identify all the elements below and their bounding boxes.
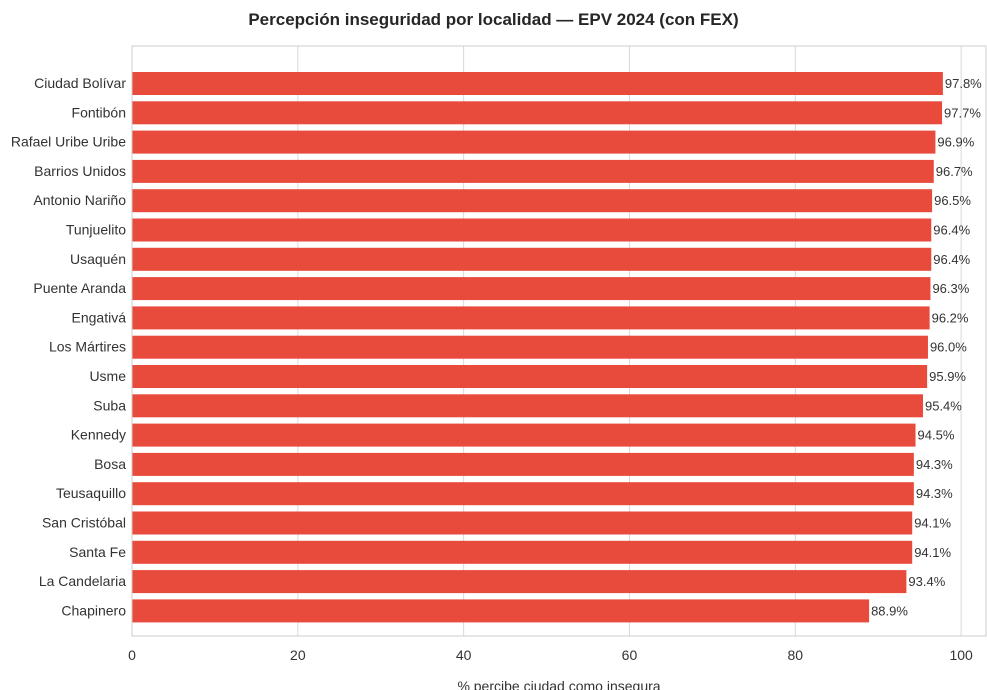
bar xyxy=(132,277,931,301)
x-tick-label: 0 xyxy=(128,647,136,663)
bar-value-label: 97.7% xyxy=(944,105,981,120)
bar-value-label: 96.5% xyxy=(934,193,971,208)
bar-value-label: 95.4% xyxy=(925,398,962,413)
bar-value-label: 97.8% xyxy=(945,76,982,91)
x-tick-labels: 0 20 40 60 80 100 xyxy=(128,647,973,663)
x-tick-label: 20 xyxy=(290,647,306,663)
bar-value-label: 94.3% xyxy=(916,486,953,501)
y-tick-label: San Cristóbal xyxy=(42,515,126,531)
y-tick-label: Bosa xyxy=(94,456,126,472)
bar-value-label: 96.2% xyxy=(932,310,969,325)
bar xyxy=(132,365,928,388)
y-tick-label: Santa Fe xyxy=(69,544,126,560)
y-tick-label: Barrios Unidos xyxy=(34,163,126,179)
bar xyxy=(132,511,913,535)
bar xyxy=(132,306,930,330)
y-tick-label: Puente Aranda xyxy=(33,280,126,296)
bar xyxy=(132,540,913,564)
bar-value-label: 88.9% xyxy=(871,603,908,618)
bar xyxy=(132,101,943,125)
bar xyxy=(132,599,870,623)
x-tick-label: 80 xyxy=(788,647,804,663)
x-tick-label: 60 xyxy=(622,647,638,663)
bar-value-label: 96.4% xyxy=(933,223,970,238)
bar xyxy=(132,130,936,154)
y-tick-label: Rafael Uribe Uribe xyxy=(11,134,126,150)
x-tick-label: 40 xyxy=(456,647,472,663)
y-tick-labels: Ciudad Bolívar Fontibón Rafael Uribe Uribe… xyxy=(11,75,127,618)
chart-title: Percepción inseguridad por localidad — E… xyxy=(248,10,739,29)
bar xyxy=(132,189,933,213)
bar-value-label: 96.4% xyxy=(933,252,970,267)
x-tick-label: 100 xyxy=(949,647,973,663)
bar-value-label: 96.9% xyxy=(937,135,974,150)
bar xyxy=(132,159,934,183)
y-tick-label: Antonio Nariño xyxy=(33,192,126,208)
bars xyxy=(132,72,943,623)
bar xyxy=(132,394,923,418)
bar xyxy=(132,335,928,359)
bar xyxy=(132,72,943,95)
x-axis-label: % percibe ciudad como insegura xyxy=(457,678,660,690)
y-tick-label: Chapinero xyxy=(61,602,126,618)
bar-value-label: 96.3% xyxy=(932,281,969,296)
plot-frame xyxy=(131,45,987,637)
y-tick-label: Tunjuelito xyxy=(66,222,126,238)
bar-value-label: 94.1% xyxy=(914,545,951,560)
bar-value-label: 94.5% xyxy=(918,428,955,443)
bar-value-label: 96.0% xyxy=(930,340,967,355)
bar xyxy=(132,218,932,242)
y-tick-label: Los Mártires xyxy=(49,339,126,355)
bar xyxy=(132,423,916,447)
bar-value-label: 95.9% xyxy=(929,369,966,384)
bar xyxy=(132,570,907,594)
y-tick-label: Engativá xyxy=(72,309,127,325)
bar xyxy=(132,247,932,271)
bar-value-label: 93.4% xyxy=(908,574,945,589)
y-tick-label: Ciudad Bolívar xyxy=(34,75,126,91)
y-tick-label: Teusaquillo xyxy=(56,485,126,501)
bar-value-label: 94.1% xyxy=(914,516,951,531)
bar xyxy=(132,482,914,506)
y-tick-label: Usme xyxy=(89,368,126,384)
bar-value-label: 94.3% xyxy=(916,457,953,472)
bar xyxy=(132,452,914,476)
bar-value-label: 96.7% xyxy=(936,164,973,179)
value-labels: 97.8% 97.7% 96.9% 96.7% 96.5% 96.4% 96.4% 96.3%… xyxy=(871,76,982,618)
y-tick-label: Suba xyxy=(93,397,126,413)
y-tick-label: Usaquén xyxy=(70,251,126,267)
y-tick-label: La Candelaria xyxy=(39,573,126,589)
y-tick-label: Fontibón xyxy=(72,104,126,120)
y-tick-label: Kennedy xyxy=(71,427,126,443)
